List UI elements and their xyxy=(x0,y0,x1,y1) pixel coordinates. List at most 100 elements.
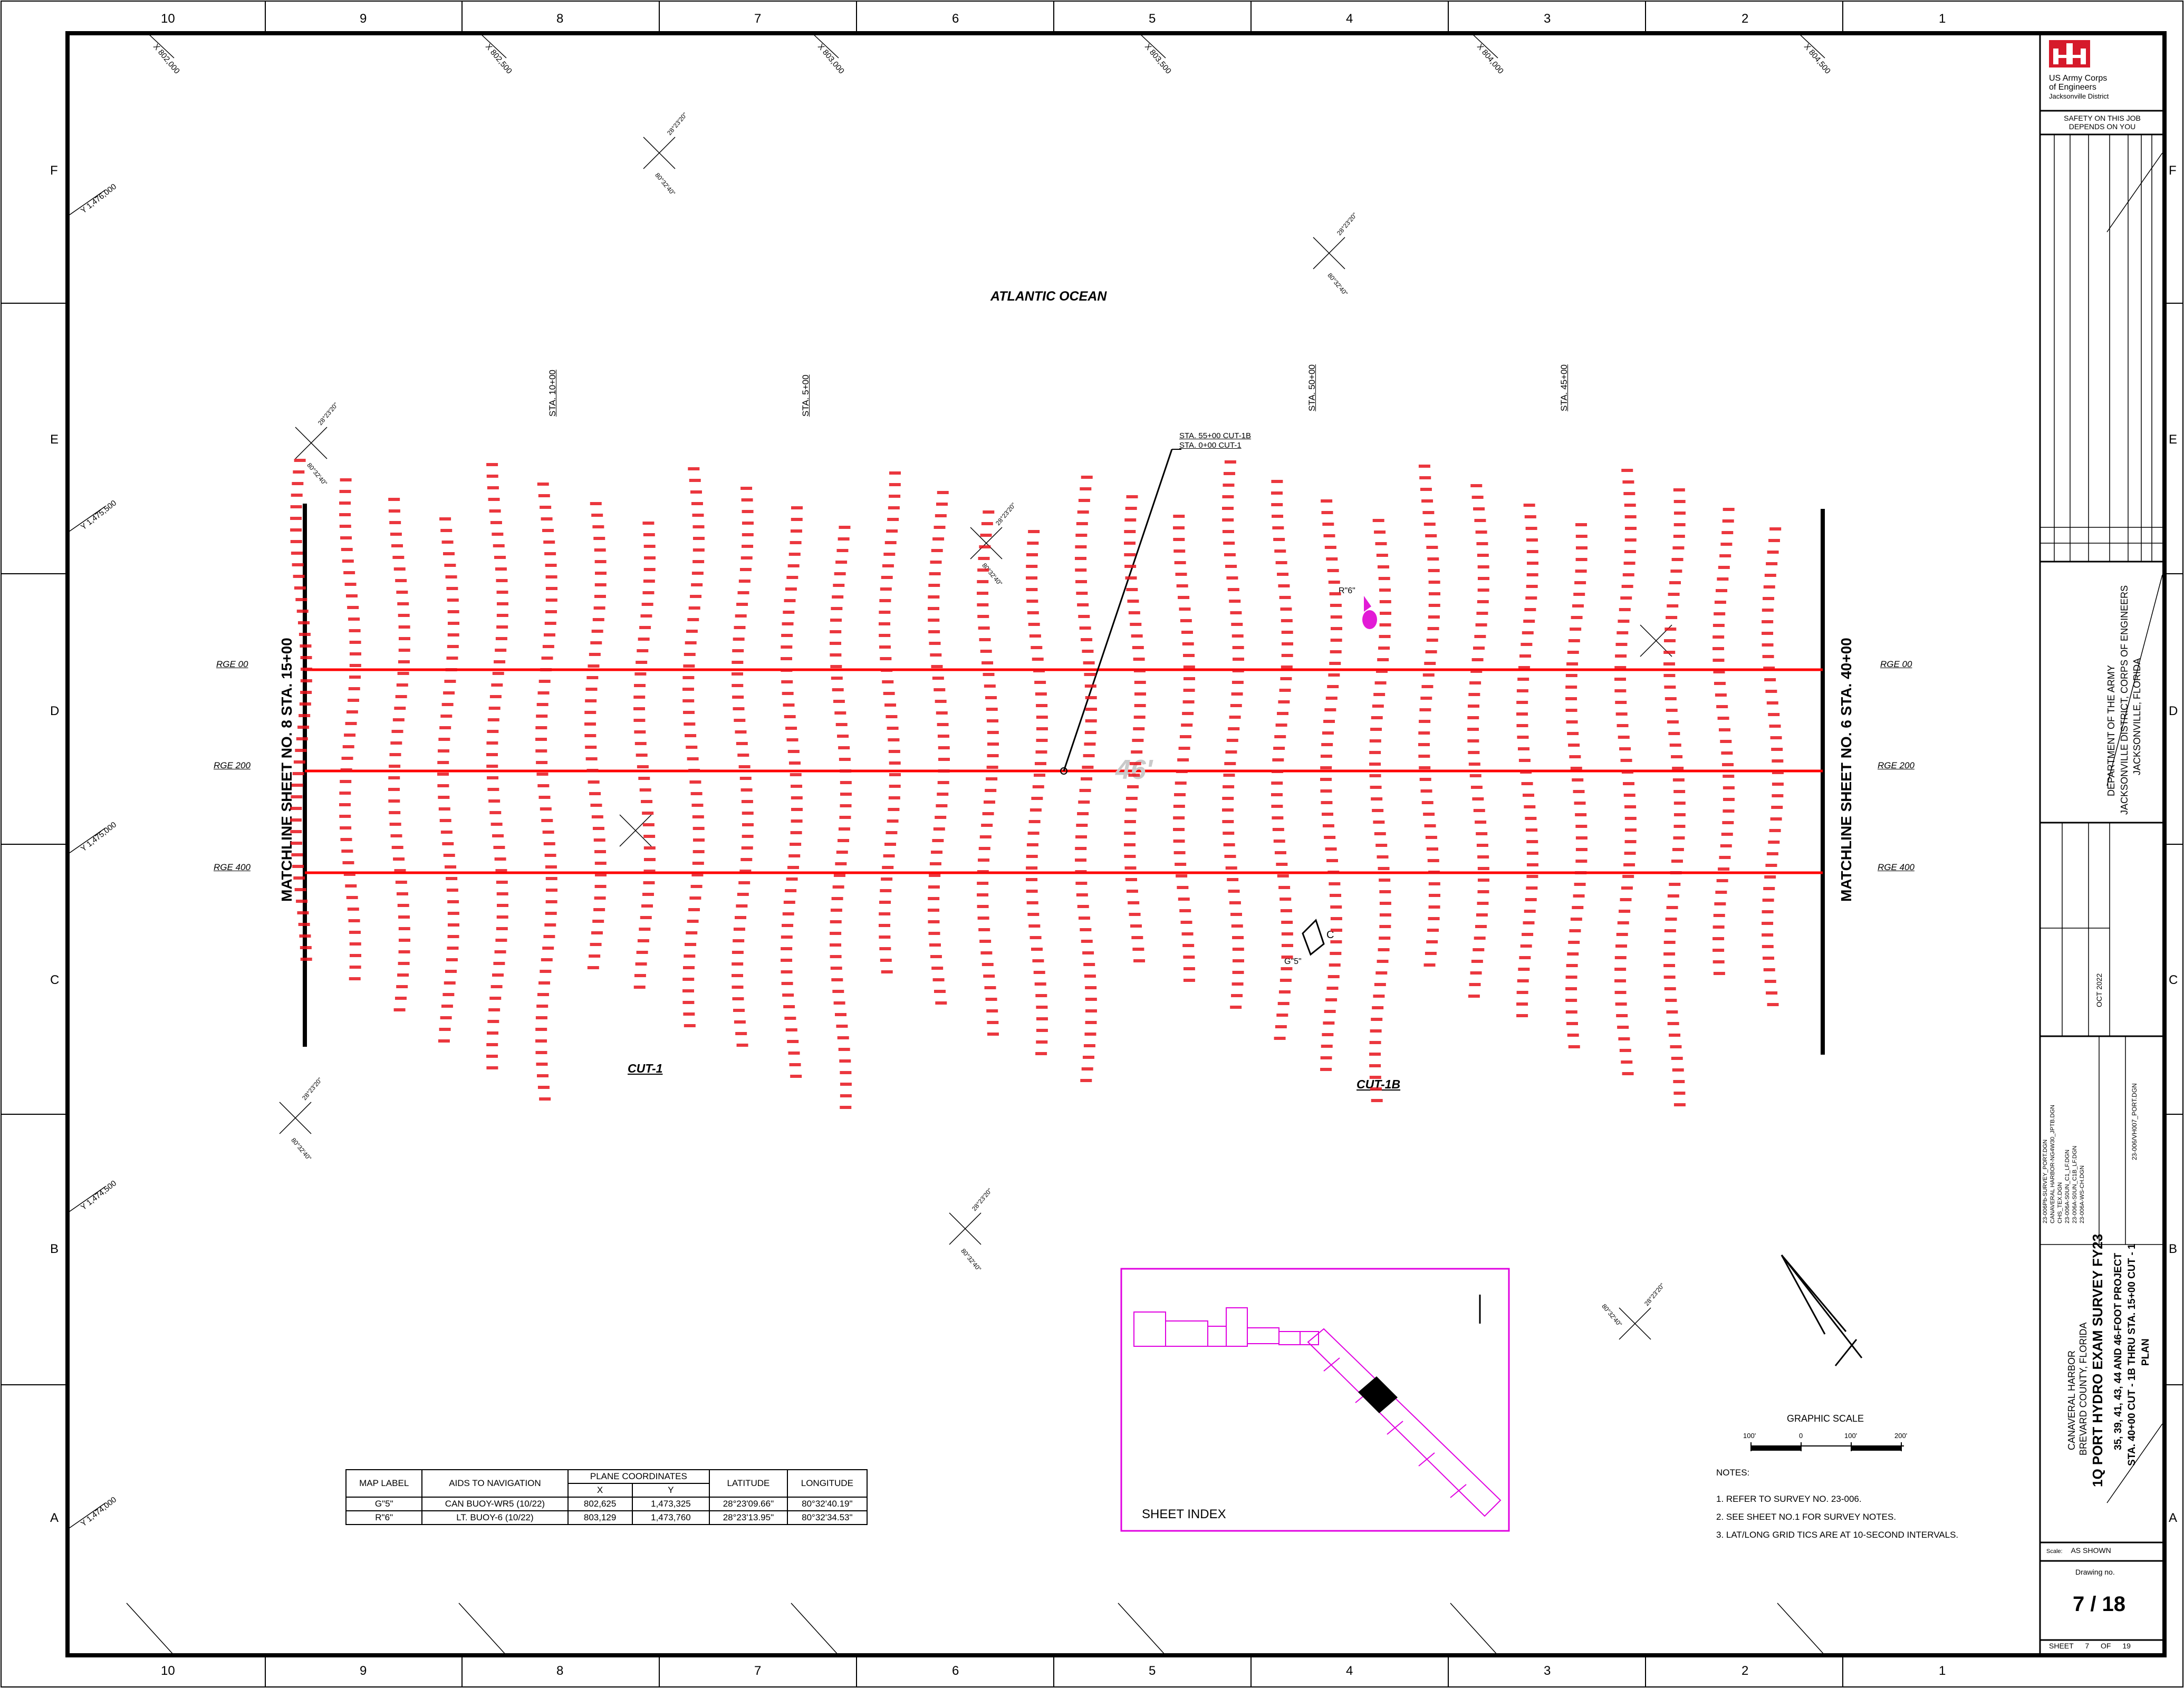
sounding-mark xyxy=(879,622,891,625)
sounding-mark xyxy=(1222,820,1234,823)
sounding-mark xyxy=(446,877,458,880)
sounding-mark xyxy=(1721,531,1734,534)
sounding-mark xyxy=(888,506,900,509)
sounding-mark xyxy=(1183,654,1195,657)
sounding-mark xyxy=(1721,833,1733,836)
sounding-mark xyxy=(641,800,653,803)
sounding-mark xyxy=(1428,894,1440,897)
sounding-mark xyxy=(1329,963,1341,967)
sounding-mark xyxy=(1663,639,1676,642)
sounding-mark xyxy=(1272,816,1284,819)
sounding-mark xyxy=(1477,867,1489,870)
sounding-mark xyxy=(1766,562,1778,565)
sounding-mark xyxy=(1420,488,1432,491)
sounding-mark xyxy=(1768,841,1780,844)
sounding-mark xyxy=(733,1009,745,1012)
sounding-mark xyxy=(1524,910,1536,913)
sounding-mark xyxy=(538,494,550,497)
sounding-mark xyxy=(688,606,700,610)
sounding-mark xyxy=(937,793,949,796)
sounding-mark xyxy=(1424,824,1436,827)
sounding-mark xyxy=(1769,725,1781,728)
sounding-mark xyxy=(1614,689,1627,692)
sounding-mark xyxy=(1621,585,1633,588)
sounding-mark xyxy=(1522,933,1534,936)
sounding-mark xyxy=(1574,581,1586,584)
sounding-mark xyxy=(388,509,400,513)
sounding-mark xyxy=(398,637,410,640)
sounding-mark xyxy=(741,846,753,850)
sounding-mark xyxy=(493,846,505,849)
sounding-mark xyxy=(928,584,940,587)
sounding-mark xyxy=(1566,1022,1579,1025)
sounding-mark xyxy=(1328,673,1340,677)
sounding-mark xyxy=(1075,870,1087,873)
sounding-mark xyxy=(736,1044,748,1047)
sounding-mark xyxy=(879,611,891,614)
sounding-mark xyxy=(1472,797,1484,800)
sounding-mark xyxy=(1673,836,1685,840)
sounding-mark xyxy=(930,653,942,657)
sounding-mark xyxy=(782,993,794,997)
sounding-mark xyxy=(884,843,897,846)
sounding-mark xyxy=(591,815,603,818)
rge-label-left: RGE 200 xyxy=(214,760,251,770)
sounding-mark xyxy=(339,490,351,493)
sounding-mark xyxy=(389,823,401,826)
sounding-mark xyxy=(1575,836,1588,840)
sounding-mark xyxy=(1081,1067,1093,1070)
sounding-mark xyxy=(492,672,504,675)
sounding-mark xyxy=(1712,925,1725,929)
sounding-mark xyxy=(935,514,947,517)
sounding-mark xyxy=(444,680,456,683)
sounding-mark xyxy=(732,962,744,966)
sounding-mark xyxy=(1223,484,1235,487)
sounding-mark xyxy=(1124,542,1136,545)
sounding-mark xyxy=(1614,956,1627,959)
sounding-mark xyxy=(834,572,846,575)
sounding-mark xyxy=(545,610,557,613)
sounding-mark xyxy=(1230,913,1243,916)
sounding-mark xyxy=(835,561,848,564)
sounding-mark xyxy=(1565,976,1577,979)
sounding-mark xyxy=(889,773,901,776)
sounding-mark xyxy=(1712,647,1725,650)
sounding-mark xyxy=(1764,980,1776,983)
sounding-mark xyxy=(889,785,901,788)
sounding-mark xyxy=(1526,562,1538,565)
sounding-mark xyxy=(591,931,603,934)
project-line-2: BREVARD COUNTY, FLORIDA xyxy=(2078,1322,2089,1455)
sounding-mark xyxy=(339,803,351,806)
sounding-mark xyxy=(687,920,699,923)
sounding-mark xyxy=(1371,797,1383,800)
sounding-mark xyxy=(1230,611,1242,614)
sounding-mark xyxy=(1526,852,1538,855)
sounding-mark xyxy=(1475,530,1487,534)
sounding-mark xyxy=(1173,526,1185,529)
sounding-mark xyxy=(388,788,400,791)
sounding-mark xyxy=(1477,890,1489,893)
sounding-mark xyxy=(1624,840,1637,843)
column-label: 5 xyxy=(1149,12,1156,26)
sounding-mark xyxy=(1762,933,1774,937)
sounding-mark xyxy=(840,793,852,796)
sounding-mark xyxy=(985,696,997,699)
sounding-mark xyxy=(1277,874,1289,877)
sounding-mark xyxy=(345,884,357,888)
sounding-mark xyxy=(929,642,941,645)
sounding-mark xyxy=(444,564,456,567)
sounding-mark xyxy=(1712,937,1725,940)
sounding-mark xyxy=(442,993,455,996)
sounding-mark xyxy=(1474,519,1486,522)
sounding-mark xyxy=(488,799,501,803)
sounding-mark xyxy=(536,715,548,718)
sounding-mark xyxy=(840,804,852,807)
sounding-mark xyxy=(985,789,997,792)
sounding-mark xyxy=(437,773,449,776)
sounding-mark xyxy=(292,482,304,485)
department-label: DEPARTMENT OF THE ARMY xyxy=(2106,665,2116,796)
sounding-mark xyxy=(691,502,703,505)
sounding-mark xyxy=(791,518,803,521)
sounding-mark xyxy=(1330,905,1342,909)
sounding-mark xyxy=(1077,905,1089,908)
